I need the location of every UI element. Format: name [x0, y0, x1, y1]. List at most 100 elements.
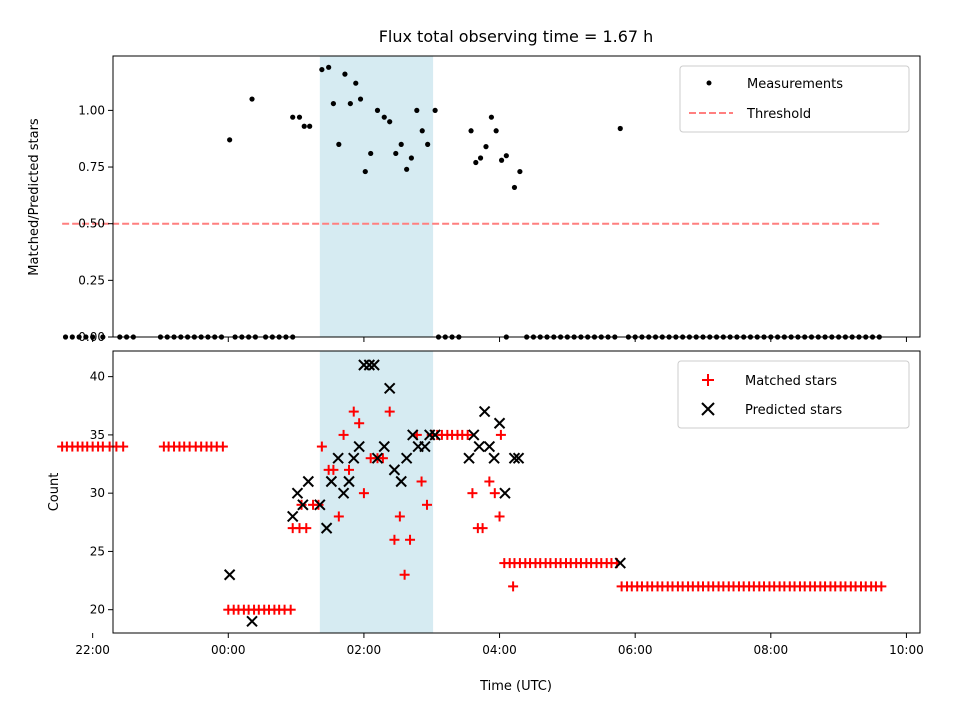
matched-star-point: [377, 453, 388, 464]
predicted-star-point: [363, 359, 376, 371]
predicted-star-point: [429, 429, 441, 441]
matched-star-point: [462, 429, 473, 440]
measurement-point: [319, 66, 325, 73]
highlight-span-top: [319, 56, 434, 337]
matched-star-point: [495, 429, 506, 440]
predicted-star-point: [493, 417, 506, 429]
measurement-point: [368, 150, 374, 157]
measurement-point: [432, 107, 438, 113]
predicted-star-point: [368, 359, 380, 371]
predicted-star-point: [499, 487, 511, 499]
predicted-star-point: [400, 452, 413, 464]
bottom-panel: 20 25 30 35 40 22:00 00:00 02:00 04:00 06:00 08:0…: [47, 350, 924, 694]
predicted-star-point: [297, 499, 309, 511]
y-tick-label: 25: [90, 544, 105, 558]
matched-star-point: [508, 581, 519, 592]
measurement-point: [330, 100, 336, 107]
y-tick-label: 0.25: [78, 273, 105, 287]
predicted-star-point: [488, 452, 500, 464]
measurement-point: [374, 107, 381, 113]
x-tick-label: 04:00: [482, 643, 517, 657]
top-panel-frame: [112, 55, 921, 338]
bottom-panel-frame: [112, 350, 921, 634]
measurement-point: [425, 141, 431, 147]
matched-star-point: [354, 418, 365, 429]
predicted-star-point: [395, 475, 407, 488]
predicted-star-point: [348, 452, 360, 464]
measurement-point: [100, 334, 106, 340]
bottom-legend: Matched stars Predicted stars: [677, 360, 910, 429]
measurement-point: [387, 119, 393, 125]
top-y-axis-label: Matched/Predicted stars: [27, 118, 42, 276]
predicted-star-point: [332, 452, 344, 464]
legend-threshold-label: Threshold: [746, 107, 811, 122]
predicted-star-point: [388, 464, 401, 476]
measurement-point: [408, 155, 414, 161]
bottom-panel-marks: [57, 359, 887, 628]
measurement-point: [617, 125, 623, 132]
measurement-point: [69, 334, 75, 340]
measurement-point: [419, 128, 425, 134]
x-tick-label: 06:00: [618, 643, 653, 657]
x-tick-label: 08:00: [754, 643, 789, 657]
measurement-point: [362, 168, 368, 175]
matched-star-point: [416, 476, 427, 487]
matched-star-point: [348, 406, 359, 417]
predicted-star-point: [383, 382, 396, 394]
matched-star-point: [489, 488, 500, 499]
y-tick-label: 0.00: [78, 330, 105, 344]
predicted-star-point: [508, 452, 521, 464]
measurement-point: [249, 96, 255, 102]
matched-star-point: [301, 523, 312, 534]
y-tick-label: 40: [90, 370, 105, 384]
y-tick-label: 20: [90, 603, 105, 617]
predicted-star-point: [614, 557, 626, 569]
measurement-point: [404, 166, 410, 172]
top-legend: Measurements Threshold: [679, 65, 910, 133]
measurement-point: [336, 141, 342, 147]
measurement-point: [517, 168, 523, 175]
matched-star-point: [405, 534, 416, 545]
predicted-star-point: [337, 487, 350, 499]
x-tick-label: 00:00: [211, 643, 246, 657]
predicted-star-point: [287, 510, 299, 523]
predicted-star-point: [483, 440, 496, 453]
legend-predicted-label: Predicted stars: [745, 403, 842, 418]
matched-star-point: [118, 441, 129, 452]
y-tick-label: 1.00: [78, 103, 105, 117]
measurement-point: [76, 334, 82, 340]
legend-measurements-label: Measurements: [747, 77, 843, 92]
legend-matched-label: Matched stars: [745, 374, 837, 389]
measurement-point: [296, 114, 303, 120]
predicted-star-point: [291, 487, 304, 499]
matched-star-point: [876, 581, 887, 592]
predicted-star-point: [302, 475, 315, 488]
predicted-star-point: [246, 615, 258, 628]
measurement-point: [381, 114, 387, 120]
predicted-star-point: [325, 475, 338, 488]
x-tick-label: 22:00: [75, 643, 110, 657]
legend-predicted-marker: [701, 402, 715, 416]
x-tick-label: 10:00: [889, 643, 924, 657]
predicted-star-point: [353, 440, 365, 453]
predicted-star-point: [223, 569, 236, 581]
matched-star-point: [494, 511, 505, 522]
bottom-legend-box: [677, 360, 910, 429]
measurement-point: [342, 71, 348, 77]
measurement-point: [393, 150, 399, 157]
predicted-star-point: [378, 440, 390, 453]
predicted-star-point: [314, 499, 326, 511]
predicted-star-point: [371, 452, 384, 464]
measurement-point: [227, 137, 233, 143]
matched-star-point: [394, 511, 405, 522]
measurement-point: [353, 80, 359, 86]
predicted-star-point: [463, 452, 475, 464]
x-axis-label: Time (UTC): [479, 679, 552, 694]
measurement-point: [290, 114, 296, 120]
matched-star-point: [467, 488, 478, 499]
measurement-point: [83, 334, 89, 340]
y-tick-label: 30: [90, 486, 105, 500]
y-tick-label: 0.75: [78, 160, 105, 174]
predicted-star-point: [419, 440, 431, 453]
